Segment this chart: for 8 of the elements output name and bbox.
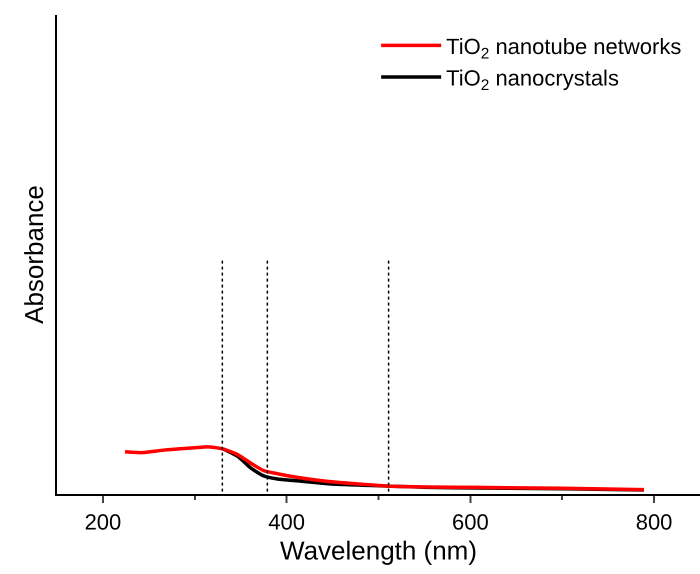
legend-label: TiO$_{2}$ nanocrystals [446,66,619,94]
x-tick-label: 400 [268,509,305,534]
legend-label: TiO$_{2}$ nanotube networks [446,34,682,63]
x-tick-label: 600 [452,509,489,534]
x-tick-label: 800 [636,509,672,534]
x-tick-label: 200 [84,509,122,534]
x-axis-title: Wavelength (nm) [280,536,477,566]
y-axis-title: Absorbance [18,185,49,324]
